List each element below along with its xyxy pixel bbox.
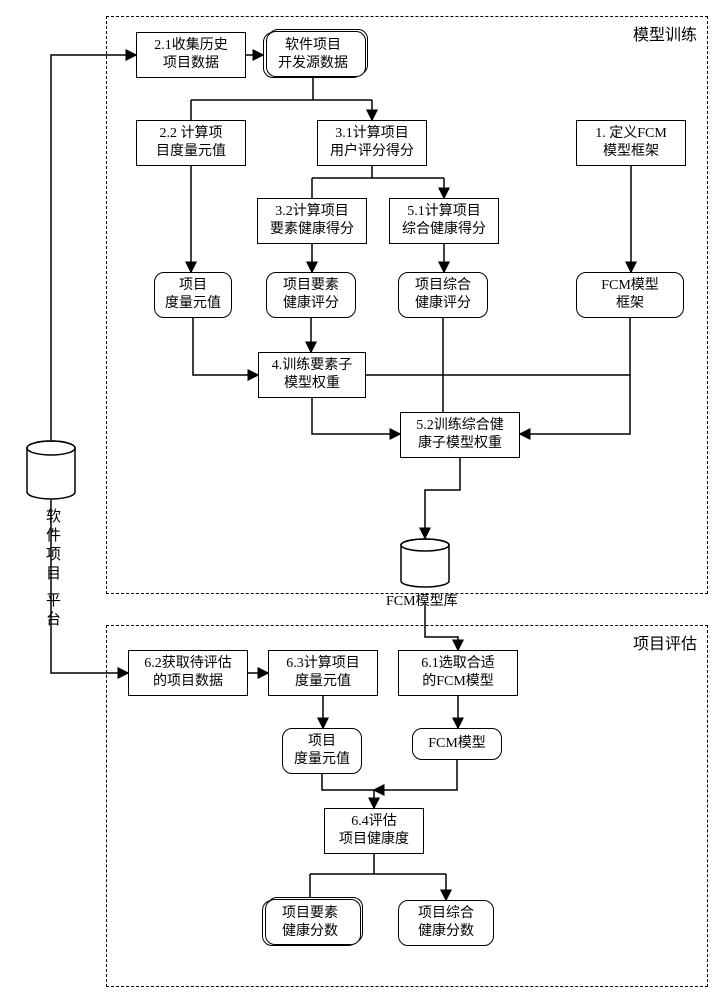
node-n32: 3.2计算项目 要素健康得分 (257, 198, 367, 244)
node-n31: 3.1计算项目 用户评分得分 (317, 120, 427, 166)
node-n52: 5.2训练综合健 康子模型权重 (400, 412, 520, 458)
node-r_metric: 项目 度量元值 (154, 272, 232, 318)
platform-cylinder-icon (26, 440, 76, 500)
node-r_elem: 项目要素 健康评分 (266, 272, 356, 318)
fcm-library-label: FCM模型库 (386, 590, 458, 610)
node-r_fcm: FCM模型 (412, 728, 502, 760)
node-n51: 5.1计算项目 综合健康得分 (389, 198, 499, 244)
node-r_frame: FCM模型 框架 (576, 272, 684, 318)
node-n4: 4.训练要素子 模型权重 (258, 352, 366, 398)
node-r_metric2: 项目 度量元值 (282, 728, 362, 774)
node-n63: 6.3计算项目 度量元值 (268, 650, 378, 696)
node-n61: 6.1选取合适 的FCM模型 (398, 650, 518, 696)
node-n1: 1. 定义FCM 模型框架 (576, 120, 686, 166)
node-src: 软件项目 开发源数据 (263, 32, 363, 78)
platform-label: 软件项目 平台 (42, 508, 63, 630)
fcm-library-cylinder-icon (400, 538, 450, 588)
node-n21: 2.1收集历史 项目数据 (136, 32, 246, 78)
node-out_comp: 项目综合 健康分数 (398, 900, 494, 946)
node-n64: 6.4评估 项目健康度 (324, 808, 424, 854)
node-n22: 2.2 计算项 目度量元值 (136, 120, 246, 166)
node-n62: 6.2获取待评估 的项目数据 (128, 650, 248, 696)
node-out_elem: 项目要素 健康分数 (262, 900, 358, 946)
node-r_comp: 项目综合 健康评分 (398, 272, 488, 318)
